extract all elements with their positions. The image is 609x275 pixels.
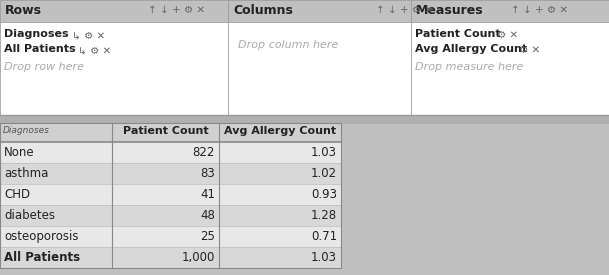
Bar [0,184,341,205]
Text: Diagnoses: Diagnoses [4,29,69,39]
Text: Avg Allergy Count: Avg Allergy Count [415,44,527,54]
Bar [0,115,609,123]
Text: 1,000: 1,000 [181,251,215,264]
Bar [0,123,341,142]
Text: Drop row here: Drop row here [4,62,84,72]
Text: Rows: Rows [5,4,42,17]
Text: None: None [4,146,35,159]
Text: Drop column here: Drop column here [238,40,339,50]
Text: Measures: Measures [416,4,484,17]
Bar [0,123,341,268]
Text: 1.03: 1.03 [311,251,337,264]
Text: 0.71: 0.71 [311,230,337,243]
Text: 48: 48 [200,209,215,222]
Text: Diagnoses: Diagnoses [3,126,50,135]
Bar [0,163,341,184]
Bar [228,22,411,115]
Text: 83: 83 [200,167,215,180]
Text: 1.02: 1.02 [311,167,337,180]
Text: ↑ ↓ + ⚙ ✕: ↑ ↓ + ⚙ ✕ [376,5,433,15]
Bar [341,123,609,268]
Text: ↑ ↓ + ⚙ ✕: ↑ ↓ + ⚙ ✕ [148,5,205,15]
Text: 0.93: 0.93 [311,188,337,201]
Text: 822: 822 [192,146,215,159]
Bar [411,22,609,115]
Text: Columns: Columns [233,4,293,17]
Bar [0,0,228,22]
Text: ↑ ↓ + ⚙ ✕: ↑ ↓ + ⚙ ✕ [511,5,568,15]
Bar [411,0,609,22]
Text: ↳ ⚙ ✕: ↳ ⚙ ✕ [72,30,105,40]
Bar [0,205,341,226]
Bar [0,22,228,115]
Text: asthma: asthma [4,167,48,180]
Text: 41: 41 [200,188,215,201]
Text: All Patients: All Patients [4,251,80,264]
Text: ⚙ ✕: ⚙ ✕ [519,45,540,55]
Text: Avg Allergy Count: Avg Allergy Count [224,126,336,136]
Bar [228,0,411,22]
Text: 25: 25 [200,230,215,243]
Text: Drop measure here: Drop measure here [415,62,523,72]
Text: ↳ ⚙ ✕: ↳ ⚙ ✕ [78,45,111,55]
Bar [0,142,341,163]
Text: All Patients: All Patients [4,44,76,54]
Text: diabetes: diabetes [4,209,55,222]
Bar [0,247,341,268]
Text: osteoporosis: osteoporosis [4,230,79,243]
Text: Patient Count: Patient Count [415,29,501,39]
Bar [0,226,341,247]
Text: 1.28: 1.28 [311,209,337,222]
Text: Patient Count: Patient Count [122,126,208,136]
Text: CHD: CHD [4,188,30,201]
Text: ⚙ ✕: ⚙ ✕ [497,30,518,40]
Text: 1.03: 1.03 [311,146,337,159]
